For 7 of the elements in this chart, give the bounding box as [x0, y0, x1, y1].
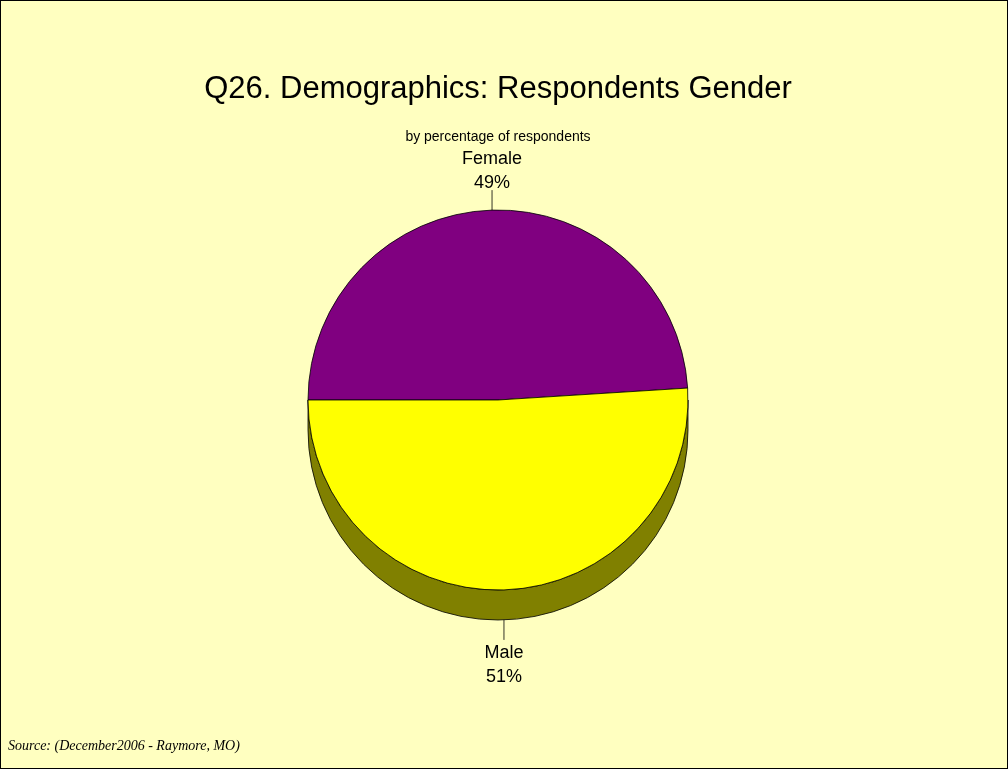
chart-title: Q26. Demographics: Respondents Gender	[204, 70, 792, 105]
source-note: Source: (December2006 - Raymore, MO)	[8, 738, 241, 754]
chart-subtitle: by percentage of respondents	[405, 128, 591, 144]
slice-label: Female	[462, 148, 523, 169]
data-label: 49%	[474, 172, 511, 193]
data-label: 51%	[485, 665, 522, 686]
legend-label: Male	[484, 641, 524, 662]
